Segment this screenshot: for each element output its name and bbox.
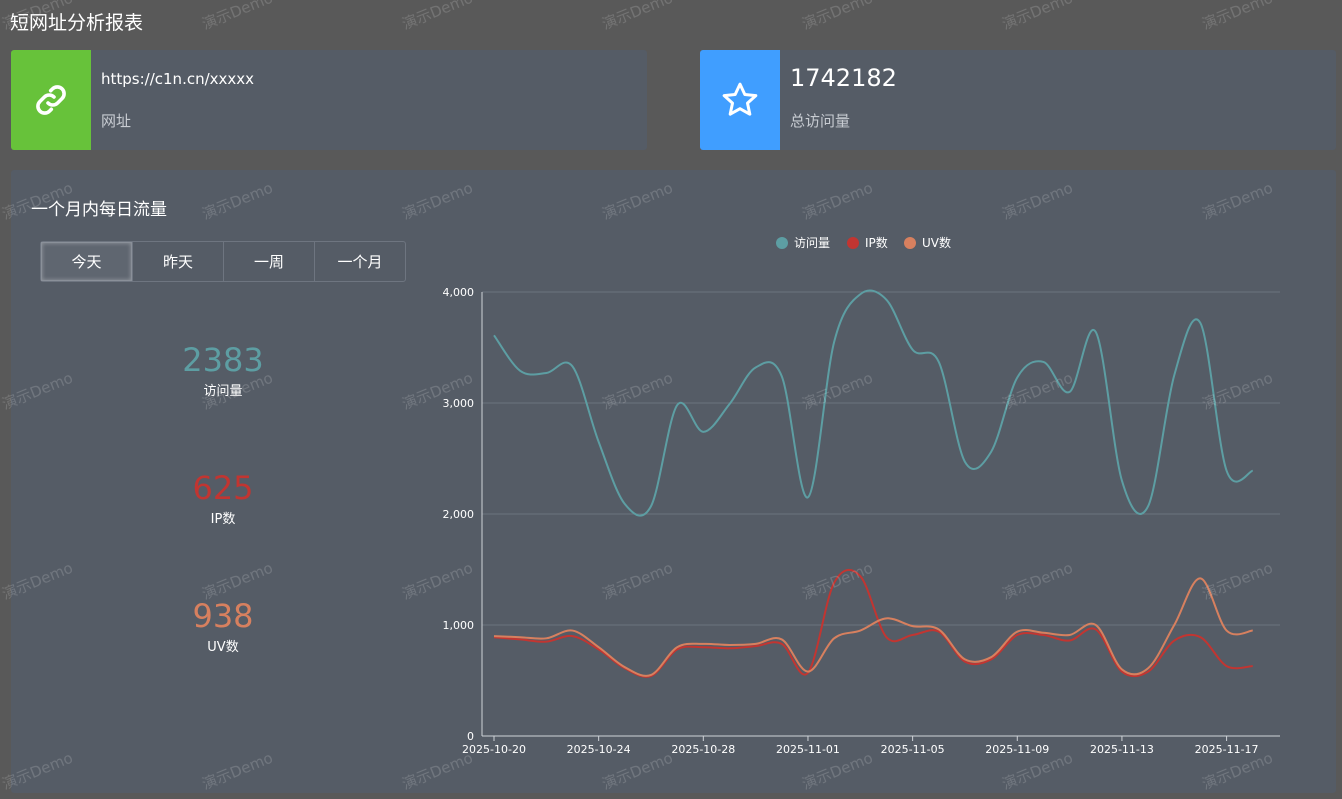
total-visits-label: 总访问量 <box>790 112 851 130</box>
legend-item-ip-label: IP数 <box>865 235 888 250</box>
stat-ip-label: IP数 <box>210 512 236 527</box>
tab-month[interactable]: 一个月 <box>314 242 405 281</box>
x-tick-label: 2025-10-28 <box>671 743 735 756</box>
x-tick-label: 2025-10-20 <box>462 743 526 756</box>
x-tick-label: 2025-11-09 <box>985 743 1049 756</box>
url-card: https://c1n.cn/xxxxx 网址 <box>11 50 647 150</box>
star-icon <box>700 50 780 150</box>
y-tick-label: 3,000 <box>443 397 475 410</box>
legend-item-uv-label: UV数 <box>922 235 951 250</box>
x-tick-label: 2025-10-24 <box>567 743 631 756</box>
y-tick-label: 2,000 <box>443 508 475 521</box>
tab-yesterday[interactable]: 昨天 <box>132 242 223 281</box>
link-icon <box>11 50 91 150</box>
short-url-label: 网址 <box>101 112 132 130</box>
daily-traffic-panel: 一个月内每日流量 今天 昨天 一周 一个月 2383 访问量 625 IP数 9… <box>11 170 1336 793</box>
panel-title: 一个月内每日流量 <box>31 200 167 220</box>
y-tick-label: 0 <box>467 730 474 743</box>
total-visits-value: 1742182 <box>790 64 897 92</box>
page-title: 短网址分析报表 <box>10 12 144 34</box>
stat-ip-value: 625 <box>192 469 254 507</box>
stat-uv-value: 938 <box>192 597 254 635</box>
tab-today[interactable]: 今天 <box>41 242 132 281</box>
stat-uv: 938 UV数 <box>123 598 323 655</box>
stat-uv-label: UV数 <box>207 640 239 655</box>
legend-item-uv-marker <box>904 237 916 249</box>
stat-visits: 2383 访问量 <box>123 342 323 399</box>
short-url-value[interactable]: https://c1n.cn/xxxxx <box>101 70 255 88</box>
series-line-uv <box>493 577 1253 677</box>
stat-visits-value: 2383 <box>182 341 264 379</box>
total-visits-card: 1742182 总访问量 <box>700 50 1336 150</box>
stat-ip: 625 IP数 <box>123 470 323 527</box>
legend-item-visits-marker <box>776 237 788 249</box>
stat-visits-label: 访问量 <box>203 384 243 399</box>
x-tick-label: 2025-11-17 <box>1195 743 1259 756</box>
y-tick-label: 1,000 <box>443 619 475 632</box>
x-tick-label: 2025-11-05 <box>881 743 945 756</box>
x-tick-label: 2025-11-01 <box>776 743 840 756</box>
legend-item-visits-label: 访问量 <box>794 236 830 250</box>
legend-item-ip-marker <box>847 237 859 249</box>
period-tabs: 今天 昨天 一周 一个月 <box>40 241 406 282</box>
tab-week[interactable]: 一周 <box>223 242 314 281</box>
x-tick-label: 2025-11-13 <box>1090 743 1154 756</box>
y-tick-label: 4,000 <box>443 286 475 299</box>
series-line-visits <box>493 289 1254 517</box>
